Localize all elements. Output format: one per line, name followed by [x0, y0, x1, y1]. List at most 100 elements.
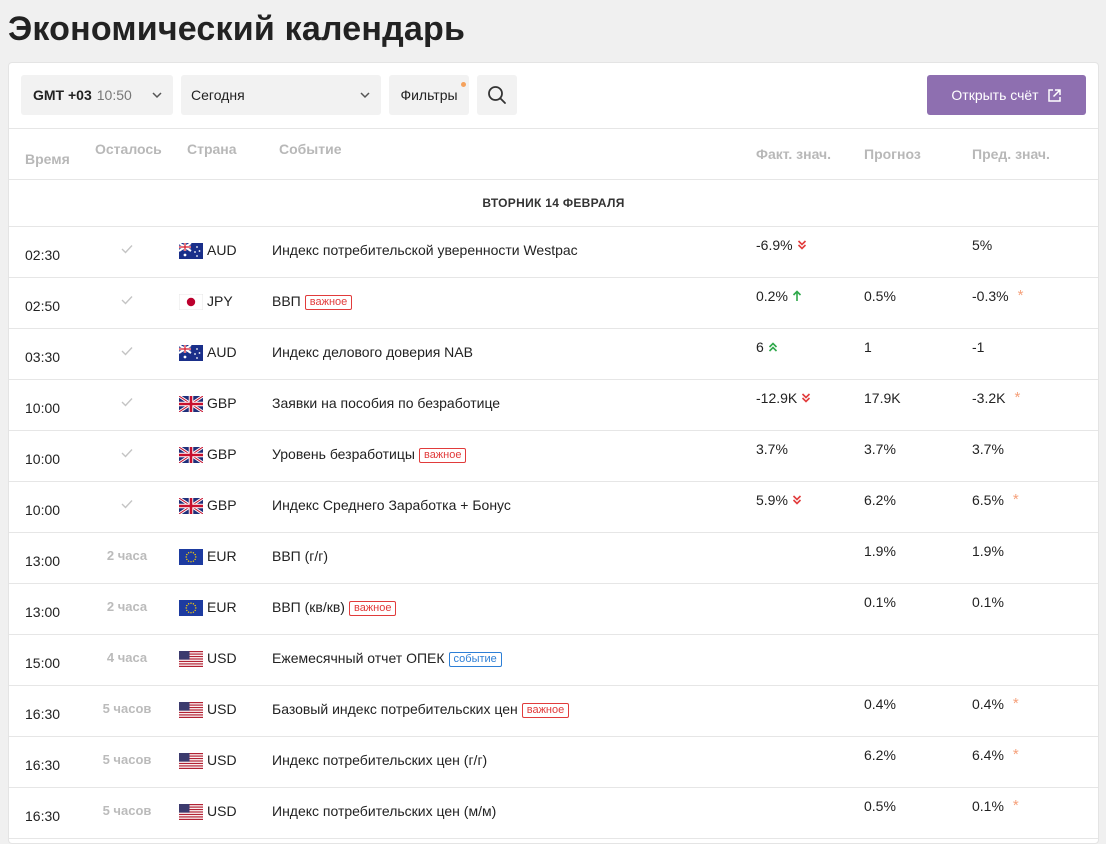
event-time: 13:00	[25, 604, 61, 620]
event-name[interactable]: Индекс делового доверия NAB	[272, 344, 473, 360]
time-remaining: 2 часа	[85, 548, 169, 563]
timezone-select[interactable]: GMT +03 10:50	[21, 75, 173, 115]
currency-code: AUD	[207, 242, 237, 258]
completed-check-icon	[121, 245, 133, 254]
event-name[interactable]: ВВП (кв/кв) важное	[272, 599, 397, 616]
event-time: 10:00	[25, 400, 61, 416]
forecast-value: 3.7%	[864, 441, 896, 457]
importance-badge: важное	[418, 448, 467, 463]
table-row[interactable]: 10:00 GBP Уровень безработицы важное 3.7% 3.7…	[9, 431, 1098, 482]
actual-value-cell: 0.2%	[756, 288, 802, 304]
event-name[interactable]: Индекс потребительской уверенности Westp…	[272, 242, 578, 258]
currency-code: USD	[207, 803, 237, 819]
event-name-text: Индекс потребительских цен (г/г)	[272, 752, 488, 768]
importance-badge: важное	[304, 295, 353, 310]
trend-double-down-icon	[792, 495, 801, 505]
table-row[interactable]: 13:00 2 часа EUR ВВП (г/г) 1.9% 1.9%	[9, 533, 1098, 584]
time-remaining: 5 часов	[85, 803, 169, 818]
event-name-text: ВВП	[272, 293, 301, 309]
day-select[interactable]: Сегодня	[181, 75, 381, 115]
au-flag-icon	[179, 345, 203, 361]
time-remaining-text: 2 часа	[106, 548, 148, 563]
table-row[interactable]: 16:30 5 часов USD Индекс потребительских це…	[9, 788, 1098, 839]
filters-button[interactable]: Фильтры	[389, 75, 469, 115]
forecast-value: 6.2%	[864, 747, 896, 763]
event-name[interactable]: Индекс потребительских цен (м/м)	[272, 803, 496, 819]
table-row[interactable]: 10:00 GBP Заявки на пособия по безработице…	[9, 380, 1098, 431]
event-name-text: ВВП (кв/кв)	[272, 599, 345, 615]
event-badge: событие	[448, 652, 502, 667]
event-time: 16:30	[25, 706, 61, 722]
event-time: 10:00	[25, 451, 61, 467]
revised-marker-icon: *	[1012, 695, 1019, 712]
event-name-text: Индекс Среднего Заработка + Бонус	[272, 497, 511, 513]
event-name[interactable]: Индекс потребительских цен (г/г)	[272, 752, 487, 768]
us-flag-icon	[179, 651, 203, 667]
actual-value-cell: 6	[756, 339, 778, 355]
event-name[interactable]: Индекс Среднего Заработка + Бонус	[272, 497, 511, 513]
table-row[interactable]: 16:30 5 часов USD Базовый индекс потребител…	[9, 686, 1098, 737]
importance-badge: важное	[348, 601, 397, 616]
revised-marker-icon: *	[1012, 491, 1019, 508]
event-name[interactable]: Заявки на пособия по безработице	[272, 395, 500, 411]
table-row[interactable]: 02:50 JPY ВВП важное 0.2% 0.5% -0.3% *	[9, 278, 1098, 329]
gb-flag-icon	[179, 396, 203, 412]
event-name[interactable]: Уровень безработицы важное	[272, 446, 467, 463]
table-row[interactable]: 03:30 AUD Индекс делового доверия NAB 6 1 -1	[9, 329, 1098, 380]
chevron-down-icon	[360, 92, 370, 99]
forecast-value: 1.9%	[864, 543, 896, 559]
chevron-down-icon	[152, 92, 162, 99]
us-flag-icon	[179, 702, 203, 718]
importance-badge: важное	[521, 703, 570, 718]
time-remaining	[85, 344, 169, 359]
event-time: 02:30	[25, 247, 61, 263]
toolbar: GMT +03 10:50 Сегодня Фильтры Открыть сч…	[9, 63, 1098, 129]
event-name[interactable]: Ежемесячный отчет ОПЕК событие	[272, 650, 502, 667]
table-row[interactable]: 13:00 2 часа EUR ВВП (кв/кв) важное 0.1% 0.1%	[9, 584, 1098, 635]
column-header-event: Событие	[279, 141, 342, 157]
time-remaining	[85, 446, 169, 461]
actual-value-cell: -12.9K	[756, 390, 811, 406]
table-row[interactable]: 02:30 AUD Индекс потребительской увереннос…	[9, 227, 1098, 278]
calendar-card: GMT +03 10:50 Сегодня Фильтры Открыть сч…	[8, 62, 1099, 844]
day-header: ВТОРНИК 14 ФЕВРАЛЯ	[9, 180, 1098, 227]
table-row[interactable]: 10:00 GBP Индекс Среднего Заработка + Бону…	[9, 482, 1098, 533]
us-flag-icon	[179, 753, 203, 769]
previous-value: 0.4%	[972, 696, 1004, 712]
forecast-value: 6.2%	[864, 492, 896, 508]
currency-code: EUR	[207, 548, 237, 564]
filters-indicator-dot	[461, 82, 466, 87]
event-time: 16:30	[25, 757, 61, 773]
search-button[interactable]	[477, 75, 517, 115]
open-account-label: Открыть счёт	[951, 87, 1039, 103]
table-row[interactable]: 16:30 5 часов USD Индекс потребительских це…	[9, 737, 1098, 788]
previous-value-cell: 3.7%	[972, 441, 1004, 457]
previous-value-cell: -0.3% *	[972, 288, 1023, 304]
previous-value: -0.3%	[972, 288, 1009, 304]
event-name[interactable]: Базовый индекс потребительских цен важное	[272, 701, 570, 718]
actual-value-cell: 3.7%	[756, 441, 788, 457]
time-remaining: 5 часов	[85, 701, 169, 716]
time-remaining-text: 5 часов	[102, 701, 152, 716]
column-header-remaining: Осталось	[95, 141, 162, 157]
revised-marker-icon: *	[1017, 287, 1024, 304]
currency-code: USD	[207, 701, 237, 717]
table-row[interactable]: 15:00 4 часа USD Ежемесячный отчет ОПЕК собы…	[9, 635, 1098, 686]
event-name[interactable]: ВВП важное	[272, 293, 353, 310]
currency-code: AUD	[207, 344, 237, 360]
previous-value-cell: 0.4% *	[972, 696, 1019, 712]
time-remaining	[85, 497, 169, 512]
time-remaining-text: 2 часа	[106, 599, 148, 614]
event-time: 10:00	[25, 502, 61, 518]
filters-label: Фильтры	[400, 87, 458, 103]
previous-value-cell: 6.5% *	[972, 492, 1019, 508]
currency-code: USD	[207, 752, 237, 768]
event-name-text: Базовый индекс потребительских цен	[272, 701, 518, 717]
actual-value: 5.9%	[756, 492, 788, 508]
previous-value: 5%	[972, 237, 993, 253]
currency-code: GBP	[207, 395, 237, 411]
events-list: 02:30 AUD Индекс потребительской увереннос…	[9, 227, 1098, 839]
event-name[interactable]: ВВП (г/г)	[272, 548, 328, 564]
open-account-button[interactable]: Открыть счёт	[927, 75, 1086, 115]
column-header-previous: Пред. знач.	[972, 146, 1050, 162]
